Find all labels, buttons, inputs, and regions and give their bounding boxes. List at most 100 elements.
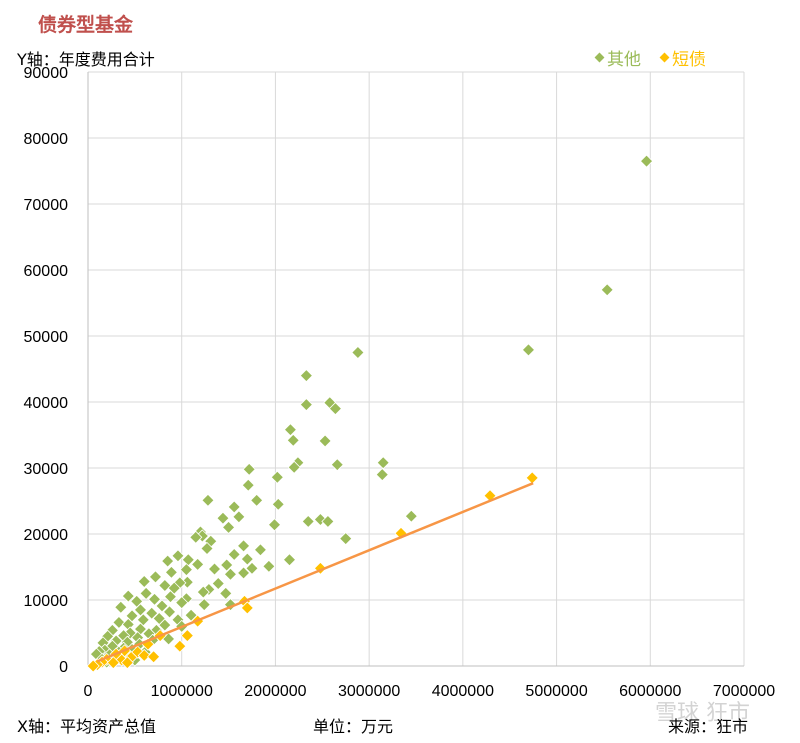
data-point-other [223,567,238,581]
data-point-other [245,561,259,575]
data-point-other [133,603,148,617]
data-point-other [404,509,418,523]
data-point-short [147,650,161,664]
y-tick-label: 90000 [24,65,69,82]
data-point-other [158,618,172,632]
data-point-other [148,570,163,584]
data-point-other [158,578,172,593]
data-point-other [207,562,222,576]
data-point-other [171,549,185,563]
gridlines [88,71,745,666]
y-axis-label: Y轴：年度费用合计 [17,50,155,69]
y-tick-label: 30000 [24,461,69,478]
chart-legend: 其他 短债 [594,45,706,70]
trendline-group [96,482,534,663]
data-point-other [197,598,211,612]
data-point-other [145,606,159,620]
data-point-other [175,596,189,610]
x-tick-label: 6000000 [619,683,681,700]
data-point-other [301,514,315,529]
x-axis-label: X轴：平均资产总值 [17,717,156,736]
unit-label: 单位：万元 [313,717,394,736]
data-point-other [241,478,255,492]
data-point-other [112,615,126,630]
data-point-other [375,468,389,482]
data-point-other [227,500,241,514]
data-point-other [328,402,342,416]
x-tick-label: 0 [84,683,93,700]
y-tick-label: 20000 [24,527,69,544]
data-point-short [180,629,194,643]
data-point-other [121,589,135,603]
x-tick-label: 3000000 [338,683,400,700]
data-point-other [191,557,205,571]
x-tick-labels: 0 1000000 2000000 3000000 4000000 5000000 6000… [84,683,776,700]
data-point-other [639,154,654,168]
data-point-other [242,462,256,476]
data-point-other [270,470,284,484]
data-point-other [179,563,193,577]
data-point-other [161,554,175,568]
x-tick-label: 2000000 [244,683,306,700]
data-point-other [189,530,203,544]
data-point-other [253,543,267,557]
data-point-other [283,423,297,437]
legend-item-short: 短债 [659,45,706,70]
data-point-short [240,601,254,615]
data-point-other [200,541,214,556]
data-point-other [299,369,313,383]
data-point-other [287,460,301,474]
data-point-other [351,345,365,360]
y-tick-label: 0 [59,659,68,676]
y-tick-label: 50000 [24,329,69,346]
page-title: 债券型基金 [38,14,134,36]
x-tick-label: 1000000 [151,683,213,700]
data-point-other [211,576,225,591]
data-point-other [139,586,153,600]
data-point-short [173,639,187,653]
data-point-other [155,599,169,613]
data-point-other [282,553,297,567]
data-point-other [237,566,251,580]
data-point-other [286,433,300,447]
data-point-short [86,659,100,673]
data-point-other [232,510,246,524]
data-point-other [147,592,162,606]
y-tick-label: 70000 [24,197,69,214]
data-point-other [321,514,335,529]
y-tick-label: 80000 [24,131,69,148]
legend-item-other: 其他 [594,45,641,70]
x-tick-label: 7000000 [713,683,775,700]
data-point-short [106,656,120,670]
data-point-short [120,656,134,670]
data-point-other [240,552,254,566]
data-point-short [137,648,151,663]
data-point-short [525,471,539,485]
data-point-other [137,574,151,589]
data-point-other [164,565,178,579]
y-tick-labels: 0 10000 20000 30000 40000 50000 60000 70000 8000… [24,65,69,676]
data-point-other [219,586,233,600]
data-point-other [114,600,128,614]
data-point-other [222,520,236,534]
data-point-other [201,493,215,507]
source-label: 来源：狂市 [668,717,749,736]
y-tick-label: 40000 [24,395,69,412]
y-tick-label: 10000 [24,593,69,610]
trendline [96,482,534,663]
data-point-other [227,547,241,562]
data-point-other [250,493,264,507]
data-point-other [330,458,344,472]
data-point-other [521,343,536,357]
data-point-other [196,585,210,599]
data-point-other [267,518,282,532]
x-tick-label: 5000000 [525,683,587,700]
data-point-other [163,590,178,604]
data-point-other [271,497,285,511]
data-point-other [162,605,177,619]
series-short [86,471,539,673]
data-point-other [339,532,353,546]
data-point-other [262,559,276,573]
data-point-other [376,456,390,470]
